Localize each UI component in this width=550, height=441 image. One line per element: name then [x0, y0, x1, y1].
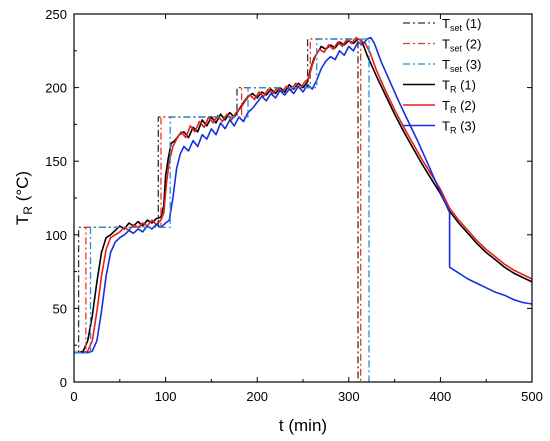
x-tick-label-0: 0 [70, 389, 77, 404]
x-axis-title: t (min) [279, 416, 327, 435]
y-tick-label-0: 0 [60, 375, 67, 390]
series-line-0 [74, 38, 359, 382]
legend-label-0: Tset (1) [442, 16, 481, 33]
ticks-layer: 0 100 200 300 400 500 0 50 100 150 200 250 [45, 7, 543, 404]
legend: Tset (1) Tset (2) Tset (3) TR (1) TR (2) TR (… [403, 16, 481, 136]
y-axis-title: TR (°C) [13, 171, 35, 225]
x-tick-label-2: 200 [246, 389, 268, 404]
x-tick-label-3: 300 [338, 389, 360, 404]
y-tick-label-1: 50 [53, 301, 67, 316]
x-tick-label-4: 400 [430, 389, 452, 404]
y-axis-title-sub: R [21, 206, 35, 215]
series-line-1 [74, 38, 362, 382]
y-tick-label-3: 150 [45, 154, 67, 169]
series-line-3 [74, 38, 533, 354]
legend-label-2: Tset (3) [442, 57, 481, 74]
y-tick-label-2: 100 [45, 228, 67, 243]
series-line-4 [74, 36, 533, 354]
legend-label-3: TR (1) [442, 78, 476, 95]
y-tick-label-5: 250 [45, 7, 67, 22]
y-tick-label-4: 200 [45, 81, 67, 96]
legend-label-1: Tset (2) [442, 37, 481, 54]
legend-label-4: TR (2) [442, 98, 476, 115]
series-line-2 [74, 38, 370, 382]
y-axis-title-unit: (°C) [13, 171, 32, 206]
legend-label-5: TR (3) [442, 119, 476, 136]
y-axis-title-main: T [13, 215, 32, 225]
series-layer [74, 36, 533, 382]
x-tick-label-5: 500 [521, 389, 543, 404]
x-tick-label-1: 100 [155, 389, 177, 404]
series-line-5 [74, 36, 533, 354]
